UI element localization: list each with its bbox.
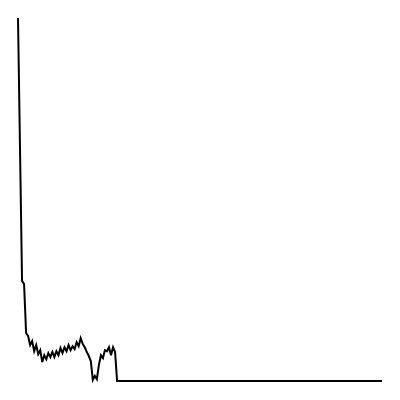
series-line-0 [17, 17, 382, 384]
